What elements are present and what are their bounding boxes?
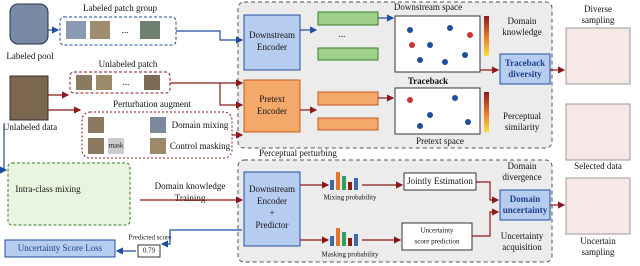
patch [66,21,86,39]
color-scale [484,16,489,56]
label: Uncertainty [420,227,454,235]
arrow [160,229,242,248]
label: Predictor [256,220,289,230]
label: uncertainty [503,205,548,215]
label: Unlabeled data [3,122,57,132]
label: Domain knowledge [155,181,226,191]
label: score prediction [415,238,460,246]
label: Traceback [505,58,545,68]
ellipsis: ... [123,77,130,87]
unlabeled-patch-box [69,71,171,94]
histogram [330,172,358,190]
label: Labeled patch group [83,3,157,13]
predictor-box [243,171,301,247]
ellipsis: ... [339,29,346,39]
feature [317,11,379,26]
label: Encoder [257,106,287,116]
label: Control masking [170,141,231,151]
label: Predicted score [129,234,172,242]
color-scale [484,92,489,132]
ellipsis: ... [122,25,129,35]
patch [96,75,112,90]
downstream-space [394,15,481,73]
arrow [476,181,500,204]
arrow [0,124,8,174]
plot [565,103,631,161]
loss-box [4,239,116,258]
patch [90,21,110,39]
label: Uncertainty [501,231,544,241]
label: Perceptual [503,111,541,121]
label: Mixing probability [323,194,377,202]
label: Domain [508,161,537,171]
feature [317,91,379,106]
patch [76,75,92,90]
label: sampling [582,15,615,25]
label: Labeled pool [6,51,54,61]
patch [150,117,166,133]
feature [317,117,379,131]
label: Perceptual perturbing [259,148,337,158]
points [407,25,473,65]
histogram [330,228,358,246]
label: similarity [505,122,540,132]
label: diversity [508,69,542,79]
label: Pretext [259,94,285,104]
mask-label: mask [109,142,124,150]
label: sampling [582,247,615,257]
label: Jointly Estimation [407,176,473,186]
label: Domain [510,194,541,204]
label: Encoder [257,196,287,206]
label: knowledge [502,27,542,37]
pretext-encoder [243,79,301,133]
arrow [219,83,244,109]
label: Intra-class mixing [15,184,81,194]
label: Domain mixing [172,120,229,130]
label: acquisition [502,242,542,252]
unlabeled-data-image [9,75,49,121]
patch [88,117,104,133]
label: Selected data [574,161,622,171]
label: Uncertain [580,236,616,246]
label: + [269,208,274,218]
domain-uncertainty-box [499,189,551,221]
patch [150,138,166,154]
label: Perturbation augment [113,99,191,109]
label: Masking probability [322,251,379,259]
score-box [137,244,161,258]
label: Training [175,193,206,203]
plot [565,177,631,235]
label: Traceback [408,76,448,86]
arrow [176,30,244,44]
patch [88,138,104,154]
patch [108,138,124,154]
pretext-space [394,87,481,135]
plot [565,27,631,85]
downstream-encoder [243,14,301,71]
traceback-diversity-box [499,53,551,85]
label: Downstream [249,30,295,40]
arrow [472,208,500,237]
score-value: 0.79 [143,247,156,255]
label: Domain [508,16,537,26]
label: Downstream space [394,2,462,12]
label: Pretext space [416,136,464,146]
labeled-pool-image [9,3,49,45]
label: divergence [502,172,541,182]
feature [317,47,379,61]
label: Unlabeled patch [99,59,158,69]
label: Diverse [584,4,612,14]
label: Uncertainty Score Loss [18,243,103,253]
label: Downstream [249,184,295,194]
patch [140,21,160,39]
patch [144,75,160,90]
points [407,95,471,129]
intra-class-box [7,162,131,226]
label: Encoder [257,42,287,52]
